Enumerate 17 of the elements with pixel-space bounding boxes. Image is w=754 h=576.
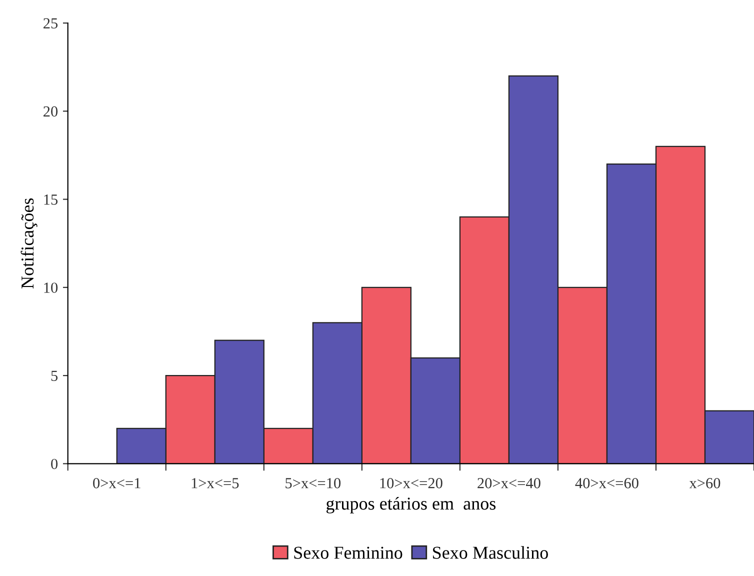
y-tick-label: 15	[44, 194, 58, 205]
y-tick-label: 20	[44, 106, 58, 117]
legend-label: Sexo Feminino	[294, 546, 402, 559]
x-tick-label: 0>x<=1	[93, 478, 140, 488]
y-axis-title: Notificações	[20, 198, 38, 288]
x-tick-label: 10>x<=20	[380, 478, 442, 488]
x-tick-label: 1>x<=5	[192, 478, 239, 488]
y-tick-label: 5	[51, 370, 58, 382]
legend-label: Sexo Masculino	[433, 546, 548, 559]
y-tick-label: 10	[44, 282, 58, 293]
y-tick-label: 0	[51, 458, 58, 470]
x-axis-title: grupos etários em anos	[326, 496, 496, 514]
y-tick-label: 25	[44, 18, 58, 28]
x-tick-label: 5>x<=10	[286, 478, 341, 488]
x-tick-label: 20>x<=40	[478, 478, 540, 488]
x-tick-label: x>60	[689, 478, 720, 488]
x-tick-label: 40>x<=60	[575, 478, 638, 488]
